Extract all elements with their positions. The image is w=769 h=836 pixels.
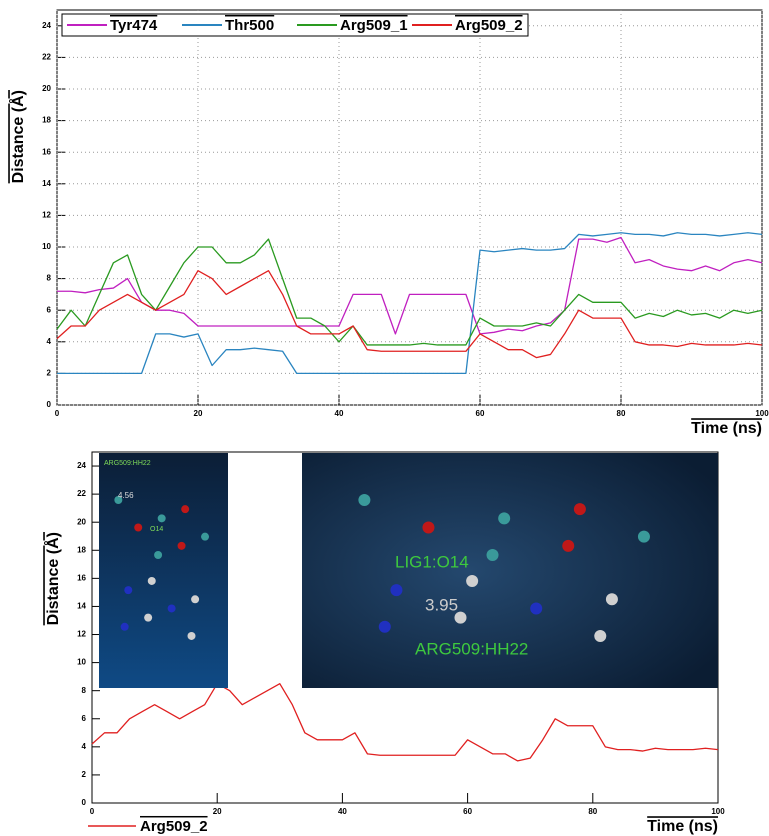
- y-tick-label: 10: [77, 658, 86, 667]
- atom: [638, 531, 650, 543]
- atom: [390, 584, 402, 596]
- inset-image: [99, 453, 228, 688]
- legend-label: Arg509_2: [455, 17, 523, 34]
- atom: [144, 614, 152, 622]
- x-axis-title: Time (ns): [691, 420, 762, 437]
- inset-label: 3.95: [425, 595, 458, 614]
- atom: [201, 533, 209, 541]
- x-tick-label: 20: [194, 409, 203, 418]
- chart: 024681012141618202224020406080100Time (n…: [0, 0, 769, 836]
- x-tick-label: 60: [463, 807, 472, 816]
- x-tick-label: 0: [55, 409, 60, 418]
- x-tick-label: 60: [476, 409, 485, 418]
- atom: [178, 542, 186, 550]
- atom: [498, 512, 510, 524]
- atom: [379, 621, 391, 633]
- y-tick-label: 4: [82, 742, 87, 751]
- atom: [134, 523, 142, 531]
- atom: [487, 549, 499, 561]
- y-tick-label: 0: [47, 400, 52, 409]
- atom: [121, 623, 129, 631]
- atom: [358, 494, 370, 506]
- legend-label: Arg509_1: [340, 17, 408, 34]
- legend-label: Arg509_2: [140, 818, 208, 835]
- atom: [181, 505, 189, 513]
- y-tick-label: 6: [82, 714, 87, 723]
- atom: [562, 540, 574, 552]
- y-tick-label: 8: [82, 686, 87, 695]
- atom: [124, 586, 132, 594]
- y-tick-label: 20: [77, 517, 86, 526]
- y-tick-label: 16: [42, 147, 51, 156]
- inset-label: ARG509:HH22: [415, 639, 528, 658]
- inset-label: ARG509:HH22: [104, 460, 151, 467]
- y-tick-label: 22: [42, 53, 51, 62]
- y-tick-label: 24: [42, 21, 51, 30]
- atom: [154, 551, 162, 559]
- y-tick-label: 18: [77, 545, 86, 554]
- page: 024681012141618202224020406080100Time (n…: [0, 0, 769, 836]
- atom: [168, 604, 176, 612]
- x-tick-label: 80: [617, 409, 626, 418]
- y-tick-label: 0: [82, 798, 87, 807]
- y-tick-label: 22: [77, 489, 86, 498]
- y-tick-label: 20: [42, 84, 51, 93]
- atom: [606, 593, 618, 605]
- y-tick-label: 14: [42, 179, 51, 188]
- y-tick-label: 2: [82, 770, 87, 779]
- legend-label: Tyr474: [110, 17, 158, 34]
- x-tick-label: 20: [213, 807, 222, 816]
- legend-label: Thr500: [225, 17, 274, 34]
- x-tick-label: 100: [711, 807, 725, 816]
- x-tick-label: 40: [335, 409, 344, 418]
- y-tick-label: 18: [42, 116, 51, 125]
- y-axis-title: Distance (Å): [8, 90, 27, 183]
- atom: [530, 602, 542, 614]
- atom: [422, 521, 434, 533]
- y-axis-title: Distance (Å): [43, 532, 62, 625]
- plot-frame: [57, 10, 762, 405]
- y-tick-label: 2: [47, 369, 52, 378]
- y-tick-label: 6: [47, 305, 52, 314]
- y-tick-label: 8: [47, 274, 52, 283]
- y-tick-label: 10: [42, 242, 51, 251]
- atom: [466, 575, 478, 587]
- atom: [187, 632, 195, 640]
- y-tick-label: 24: [77, 461, 86, 470]
- x-tick-label: 40: [338, 807, 347, 816]
- atom: [594, 630, 606, 642]
- x-tick-label: 80: [588, 807, 597, 816]
- y-tick-label: 12: [77, 630, 86, 639]
- inset-label: 4.56: [118, 491, 134, 500]
- x-axis-title: Time (ns): [647, 818, 718, 835]
- x-tick-label: 100: [755, 409, 769, 418]
- y-tick-label: 12: [42, 211, 51, 220]
- inset-label: LIG1:O14: [395, 552, 469, 571]
- atom: [191, 595, 199, 603]
- x-tick-label: 0: [90, 807, 95, 816]
- atom: [574, 503, 586, 515]
- y-tick-label: 16: [77, 573, 86, 582]
- y-tick-label: 4: [47, 337, 52, 346]
- y-tick-label: 14: [77, 602, 86, 611]
- inset-label: O14: [150, 526, 163, 533]
- atom: [158, 514, 166, 522]
- atom: [148, 577, 156, 585]
